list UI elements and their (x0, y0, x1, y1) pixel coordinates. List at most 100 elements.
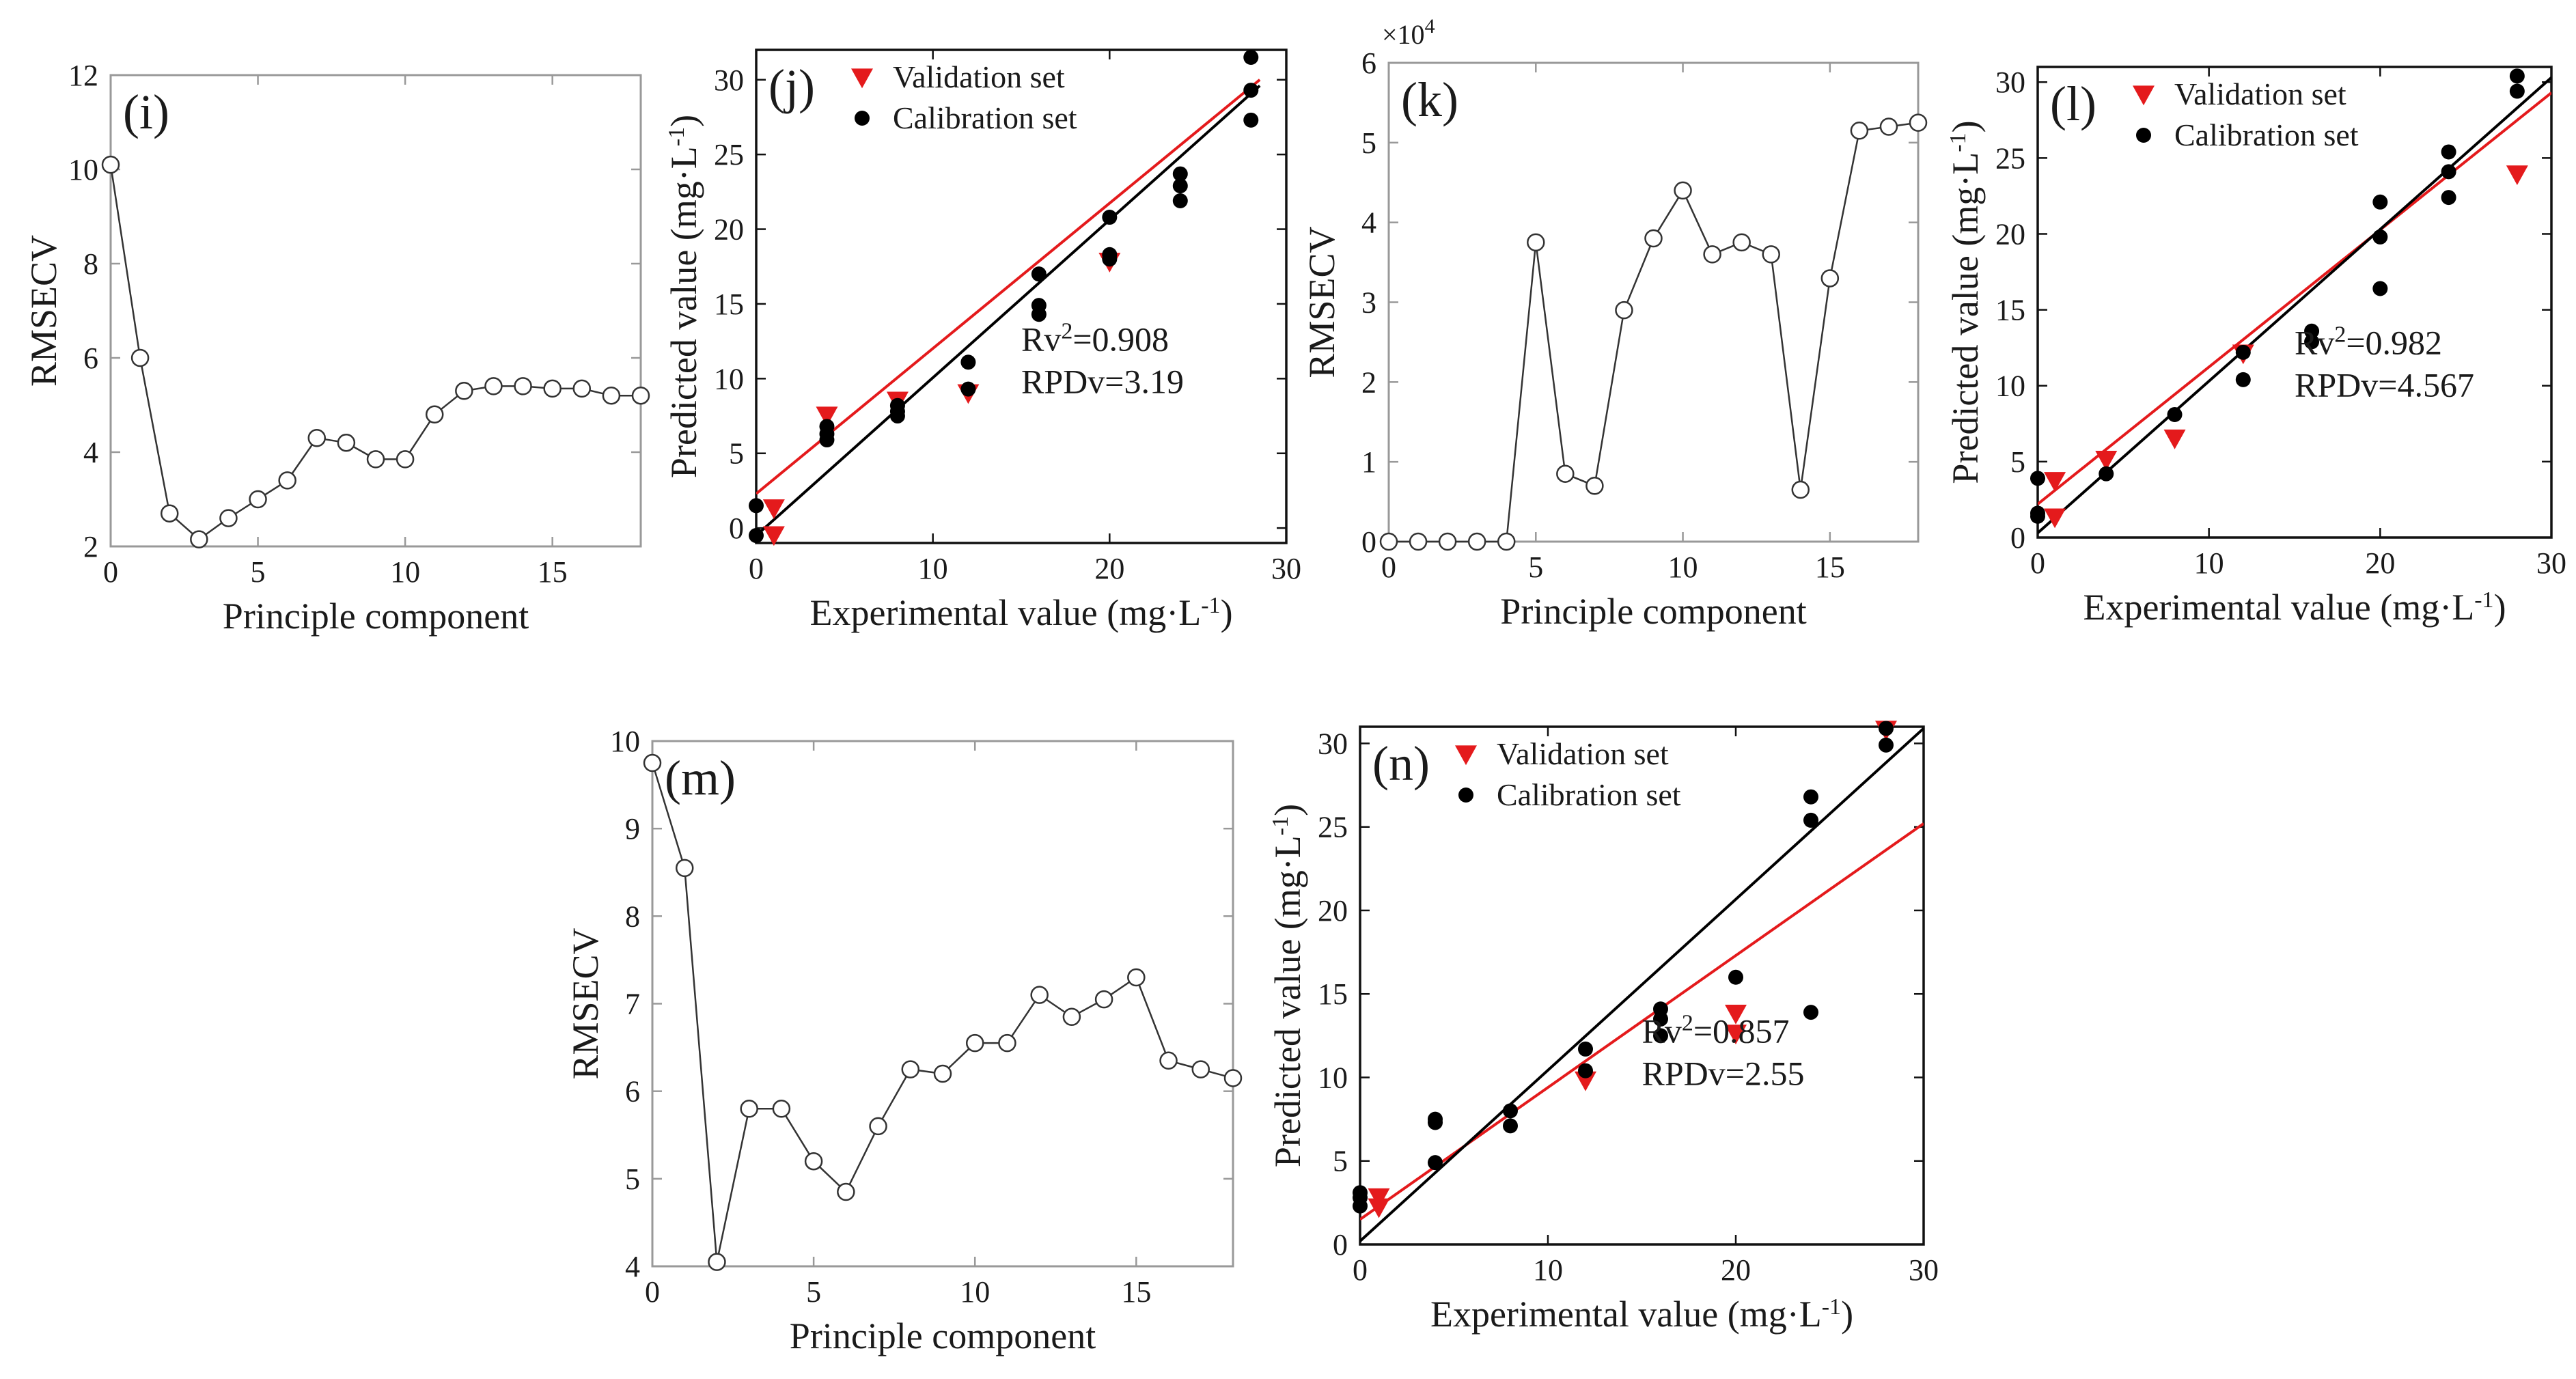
panel-label: (l) (2050, 76, 2096, 131)
validation-point (1725, 1025, 1747, 1045)
y-tick-label: 25 (1995, 141, 2025, 175)
calibration-point (960, 354, 976, 370)
x-tick-label: 10 (2194, 546, 2224, 580)
y-tick-label: 4 (83, 436, 98, 469)
plot-frame (1359, 725, 1925, 1246)
y-tick-label: 25 (1318, 811, 1348, 844)
rmsecv-point (101, 155, 120, 174)
exponent-label: ×104 (1382, 15, 1435, 51)
validation-fit-line (756, 79, 1261, 495)
calibration-fit-line (756, 85, 1261, 537)
legend-validation-label: Validation set (1497, 736, 1669, 771)
legend-calibration-label: Calibration set (2174, 117, 2359, 152)
calibration-point (2372, 229, 2388, 245)
calibration-point (2441, 190, 2456, 206)
x-tick-label: 0 (2030, 546, 2045, 580)
legend-validation-marker (1455, 745, 1477, 766)
rmsecv-point (1409, 532, 1428, 551)
calibration-point (960, 381, 976, 397)
plot-frame (1387, 61, 1920, 543)
calibration-fit-line (1360, 727, 1924, 1242)
calibration-point (1578, 1041, 1593, 1057)
validation-point (1368, 1198, 1390, 1218)
legend-calibration-label: Calibration set (1497, 777, 1681, 812)
calibration-point (2167, 406, 2183, 422)
validation-point (1725, 1004, 1747, 1025)
rmsecv-point (278, 471, 296, 490)
panel-label: (k) (1401, 72, 1458, 127)
validation-point (1368, 1188, 1390, 1208)
calibration-point (1172, 193, 1188, 208)
legend-calibration-marker (1458, 788, 1473, 803)
calibration-point (749, 498, 764, 514)
r2-annotation: Rv2=0.982 (2295, 322, 2442, 362)
y-tick-label: 5 (2010, 445, 2025, 479)
rpd-annotation: RPDv=2.55 (1642, 1054, 1805, 1092)
x-tick-label: 0 (1381, 551, 1396, 584)
rmsecv-point (543, 379, 562, 398)
rmsecv-point (1556, 464, 1575, 483)
panel-label: (n) (1372, 736, 1430, 791)
y-tick-label: 25 (714, 138, 744, 171)
fit-lines (2038, 76, 2551, 534)
y-tick-label: 30 (1318, 727, 1348, 760)
legend-validation-label: Validation set (893, 59, 1065, 94)
rmsecv-point (1094, 990, 1113, 1009)
rmsecv-point (675, 859, 694, 878)
y-tick-label: 10 (1995, 370, 2025, 403)
x-tick-label: 5 (806, 1275, 821, 1309)
rmsecv-point (1467, 532, 1486, 551)
rmsecv-point (130, 348, 150, 367)
x-tick-label: 15 (1815, 551, 1845, 584)
y-axis-title: Predicted value (mg·L-1) (1267, 804, 1308, 1167)
calibration-point (1243, 112, 1259, 128)
x-axis-title: Experimental value (mg·L-1) (809, 592, 1232, 633)
y-tick-label: 0 (1333, 1228, 1348, 1262)
rmsecv-point (869, 1117, 887, 1136)
rmsecv-point (484, 377, 503, 395)
validation-point (762, 526, 785, 546)
rmsecv-point (1820, 269, 1840, 288)
calibration-point (2304, 334, 2320, 350)
rmsecv-point (837, 1182, 855, 1201)
rmsecv-point (1223, 1069, 1243, 1087)
calibration-point (1803, 789, 1818, 805)
rmsecv-point (1585, 476, 1604, 495)
y-tick-label: 7 (625, 988, 640, 1021)
fit-lines (756, 79, 1261, 537)
rmsecv-point (1191, 1060, 1210, 1078)
x-tick-label: 10 (960, 1275, 990, 1309)
calibration-point (1653, 1011, 1668, 1027)
validation-point (2044, 508, 2066, 529)
calibration-point (1503, 1103, 1518, 1119)
panel-j: 0 10 20 30 0 5 10 15 20 25 30 Experimental value (m… (663, 48, 1301, 633)
rmsecv-point (1732, 233, 1751, 252)
calibration-point (1578, 1063, 1593, 1078)
legend-calibration-label: Calibration set (893, 100, 1077, 135)
x-tick-label: 30 (2536, 546, 2566, 580)
y-tick-label: 5 (1361, 126, 1376, 160)
y-tick-label: 5 (729, 437, 744, 471)
calibration-point (1728, 969, 1743, 985)
y-tick-label: 20 (714, 213, 744, 247)
calibration-point (2304, 323, 2320, 339)
calibration-point (2509, 83, 2525, 99)
calibration-point (749, 528, 764, 544)
y-axis-title: Predicted value (mg·L-1) (1945, 120, 1986, 484)
validation-point (2506, 165, 2528, 186)
validation-point (2095, 451, 2118, 471)
calibration-point (2030, 508, 2045, 524)
x-axis-title: Experimental value (mg·L-1) (1430, 1294, 1853, 1335)
calibration-point (1803, 812, 1818, 828)
rmsecv-point (804, 1152, 823, 1171)
rmsecv-point (1850, 122, 1869, 140)
r2-annotation: Rv2=0.857 (1642, 1010, 1790, 1050)
y-tick-label: 20 (1318, 894, 1348, 928)
legend-calibration-marker (2136, 128, 2151, 143)
panel-i: 0 5 10 15 2 4 6 8 10 12 Principle component RMSECV (… (23, 59, 650, 637)
y-tick-label: 0 (1361, 525, 1376, 559)
y-axis-title: RMSECV (23, 235, 64, 387)
rmsecv-point (1062, 1007, 1081, 1026)
rmsecv-point (740, 1100, 758, 1118)
rmsecv-point (901, 1060, 920, 1078)
